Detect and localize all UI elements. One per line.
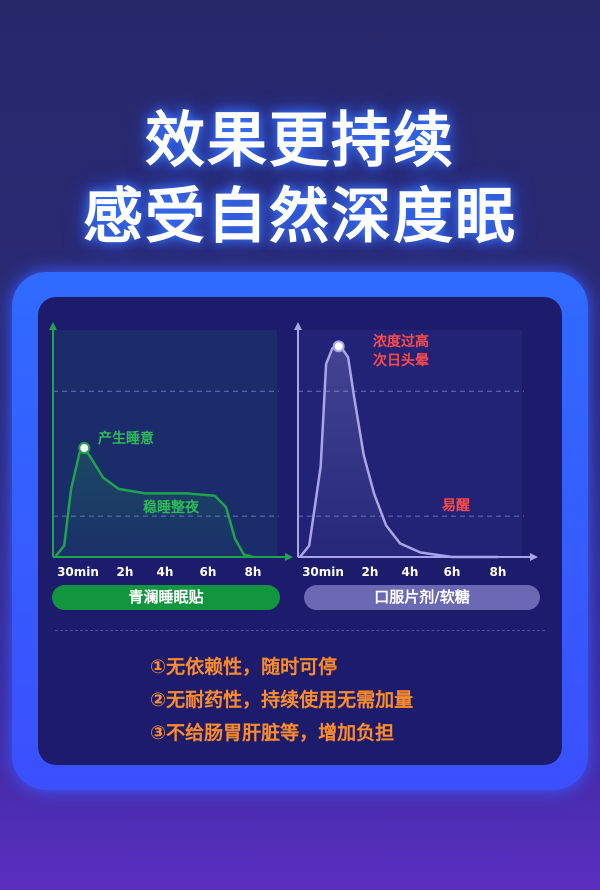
x-axis-arrow bbox=[530, 553, 538, 561]
curve-annotation: 产生睡意 bbox=[98, 430, 154, 447]
x-tick-label: 30min bbox=[57, 565, 99, 579]
concentration-curve bbox=[299, 344, 498, 559]
x-tick-label: 2h bbox=[362, 565, 379, 579]
curve-annotation: 次日头晕 bbox=[373, 352, 429, 369]
curve-annotation: 稳睡整夜 bbox=[143, 499, 200, 516]
series-label-patch: 青澜睡眠贴 bbox=[52, 585, 280, 610]
series-label-oral: 口服片剂/软糖 bbox=[304, 585, 540, 610]
x-tick-label: 2h bbox=[117, 565, 134, 579]
curve-annotation: 易醒 bbox=[442, 498, 470, 514]
benefit-2: ②无耐药性，持续使用无需加量 bbox=[150, 689, 414, 711]
x-axis-arrow bbox=[285, 553, 293, 561]
x-tick-label: 4h bbox=[402, 565, 419, 579]
headline-line2: 感受自然深度眠 bbox=[83, 182, 517, 252]
x-tick-label: 6h bbox=[444, 565, 461, 579]
x-tick-label: 6h bbox=[200, 565, 217, 579]
curve-area bbox=[300, 345, 498, 557]
concentration-curve bbox=[54, 446, 254, 559]
y-axis-arrow bbox=[49, 322, 57, 330]
curve-area bbox=[55, 448, 253, 557]
x-tick-label: 8h bbox=[245, 565, 262, 579]
benefit-3: ③不给肠胃肝脏等，增加负担 bbox=[150, 722, 395, 744]
x-tick-label: 4h bbox=[157, 565, 174, 579]
x-tick-label: 8h bbox=[490, 565, 507, 579]
y-axis-arrow bbox=[294, 322, 302, 330]
x-tick-label: 30min bbox=[302, 565, 344, 579]
curve-annotation: 浓度过高 bbox=[373, 333, 429, 350]
divider bbox=[55, 630, 545, 631]
peak-marker bbox=[332, 340, 345, 353]
benefit-1: ①无依赖性，随时可停 bbox=[150, 656, 338, 678]
peak-marker bbox=[78, 442, 91, 455]
headline-line1: 效果更持续 bbox=[145, 106, 455, 176]
